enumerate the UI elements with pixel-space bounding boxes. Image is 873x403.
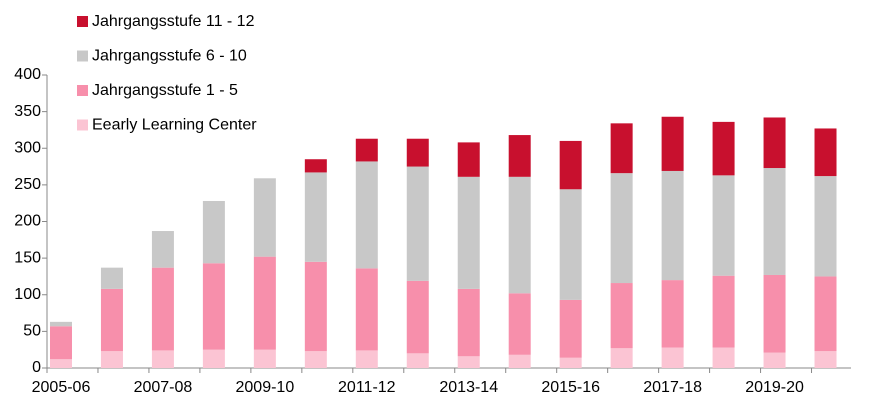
legend-swatch [77, 16, 88, 27]
y-tick-label: 100 [14, 286, 41, 303]
bar-segment [457, 142, 480, 177]
bar-segment [610, 348, 633, 368]
bar-segment [304, 261, 327, 352]
bar-segment [100, 267, 123, 289]
bar-segment [508, 135, 531, 177]
bar-segment [49, 321, 72, 327]
bar-segment [559, 140, 582, 190]
bar-segment [100, 351, 123, 368]
y-tick-label: 300 [14, 139, 41, 156]
bar-segment [406, 166, 429, 281]
bar-segment [304, 351, 327, 368]
bar-segment [151, 231, 174, 268]
bar-segment [661, 347, 684, 368]
x-tick-label: 2015-16 [541, 379, 600, 396]
bar-segment [712, 347, 735, 368]
y-tick-label: 150 [14, 249, 41, 266]
bar-segment [355, 161, 378, 269]
bar-segment [49, 359, 72, 368]
legend-label: Jahrgangsstufe 11 - 12 [92, 13, 255, 30]
legend-swatch [77, 119, 88, 131]
bar-segment [202, 349, 225, 368]
bar-segment [508, 354, 531, 368]
bar-segment [610, 173, 633, 284]
y-tick-label: 50 [23, 323, 41, 340]
bar-segment [559, 189, 582, 300]
x-tick-label: 2013-14 [439, 379, 498, 396]
bar-segment [763, 168, 786, 275]
bar-segment [151, 267, 174, 351]
bar-segment [661, 116, 684, 171]
legend-swatch [77, 50, 88, 62]
bar-segment [559, 357, 582, 368]
bar-segment [508, 176, 531, 294]
x-tick-label: 2009-10 [236, 379, 295, 396]
bar-segment [304, 172, 327, 262]
bar-segment [763, 117, 786, 169]
x-tick-label: 2007-08 [134, 379, 193, 396]
bar-segment [712, 275, 735, 348]
y-tick-label: 350 [14, 103, 41, 120]
x-tick-label: 2017-18 [643, 379, 702, 396]
legend-label: Jahrgangsstufe 6 - 10 [92, 48, 247, 65]
bar-segment [355, 350, 378, 368]
bar-segment [763, 352, 786, 368]
y-tick-label: 400 [14, 66, 41, 83]
x-tick-label: 2011-12 [338, 379, 396, 396]
bar-segment [610, 283, 633, 349]
legend-swatch [77, 85, 88, 96]
bar-segment [814, 176, 837, 277]
bar-segment [406, 138, 429, 167]
bar-segment [253, 256, 276, 350]
y-tick-label: 250 [14, 176, 41, 193]
bar-segment [406, 353, 429, 368]
bar-segment [712, 175, 735, 276]
bar-segment [814, 276, 837, 352]
bar-segment [457, 356, 480, 368]
bar-segment [661, 170, 684, 281]
bar-segment [661, 280, 684, 348]
x-tick-label: 2019-20 [745, 379, 804, 396]
bar-segment [406, 280, 429, 354]
bar-segment [202, 200, 225, 264]
y-tick-label: 200 [14, 213, 41, 230]
legend-label: Jahrgangsstufe 1 - 5 [92, 82, 238, 99]
bar-segment [610, 123, 633, 174]
bar-segment [355, 138, 378, 162]
bar-segment [508, 293, 531, 355]
bar-segment [253, 349, 276, 368]
bar-segment [151, 350, 174, 368]
legend-label: Eearly Learning Center [92, 117, 257, 134]
bar-segment [100, 288, 123, 352]
x-tick-label: 2005-06 [32, 379, 91, 396]
bar-segment [49, 326, 72, 360]
bar-segment [304, 159, 327, 173]
bar-segment [559, 299, 582, 358]
bar-segment [253, 178, 276, 257]
bar-segment [814, 351, 837, 368]
bar-segment [814, 128, 837, 177]
y-tick-label: 0 [32, 359, 41, 376]
bar-segment [457, 176, 480, 289]
bar-segment [355, 268, 378, 351]
bar-segment [763, 274, 786, 353]
bar-segment [202, 263, 225, 350]
bar-segment [712, 121, 735, 176]
bar-segment [457, 288, 480, 357]
